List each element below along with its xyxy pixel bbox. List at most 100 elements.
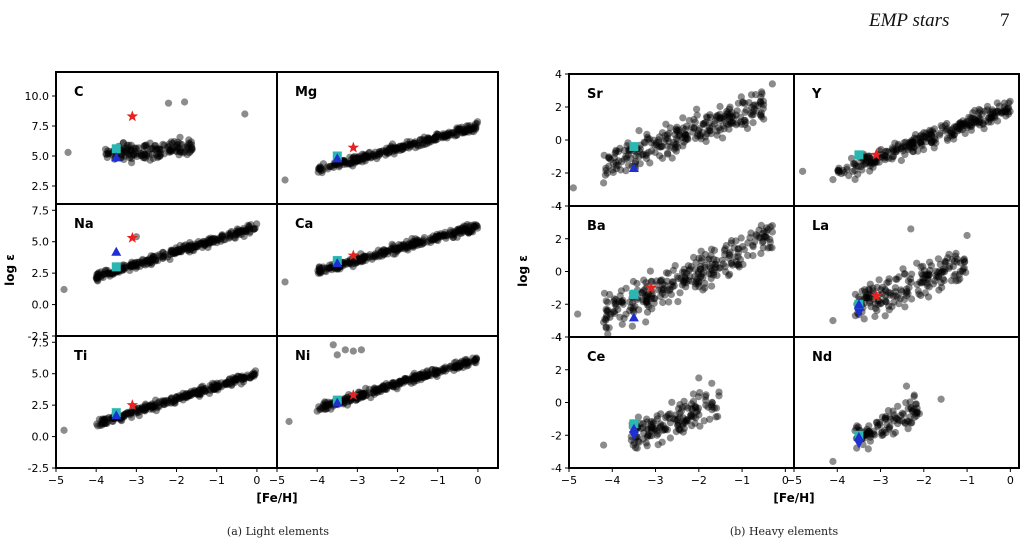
panel-ni: Ni−5 −4 −3 −2 −1 0 (269, 335, 499, 487)
y-tick-label: 10.0 (25, 90, 50, 103)
data-point (321, 398, 329, 406)
data-point (884, 407, 893, 415)
data-point (736, 255, 745, 264)
data-point (701, 284, 709, 292)
data-point (653, 141, 661, 149)
data-point (175, 246, 183, 254)
data-point (434, 367, 442, 375)
data-point (462, 128, 470, 136)
data-point (222, 380, 230, 388)
data-point (472, 355, 481, 363)
data-point (218, 232, 226, 240)
data-point (674, 298, 682, 306)
data-point (616, 144, 624, 152)
data-point (768, 80, 776, 88)
data-point (200, 386, 208, 394)
data-point (961, 119, 970, 127)
data-point (612, 164, 621, 173)
data-point (903, 417, 911, 425)
data-point (931, 135, 940, 144)
data-point (208, 235, 216, 243)
data-point (649, 418, 658, 426)
data-point (466, 358, 474, 366)
data-point (696, 132, 704, 140)
data-point (684, 417, 692, 425)
data-point (132, 145, 141, 153)
data-point (456, 229, 464, 237)
data-point (865, 291, 874, 299)
data-point (351, 157, 359, 165)
data-point (155, 149, 163, 158)
data-point (128, 413, 136, 421)
data-point (400, 242, 408, 250)
data-point (149, 252, 157, 260)
data-point (358, 158, 366, 166)
data-point (666, 419, 675, 427)
data-point (708, 267, 716, 275)
data-point (245, 374, 253, 382)
x-tick-label: 0 (1007, 474, 1014, 487)
data-point (747, 109, 755, 118)
data-point (442, 232, 450, 240)
data-point (176, 394, 184, 402)
data-point (912, 135, 920, 143)
data-point (412, 375, 420, 383)
data-point (931, 277, 939, 285)
data-point (687, 263, 695, 271)
data-point (119, 139, 127, 147)
data-point (691, 419, 699, 427)
data-point (672, 140, 680, 148)
data-point (195, 392, 204, 400)
y-tick-label: -4 (551, 462, 562, 475)
element-label-la: La (812, 219, 829, 234)
data-point (184, 244, 192, 252)
data-point (708, 379, 716, 387)
data-point (936, 267, 944, 275)
data-point (204, 243, 212, 252)
data-point (712, 413, 720, 421)
x-tick-label: −5 (786, 474, 802, 487)
data-point (240, 378, 248, 386)
data-point (757, 249, 765, 258)
data-point (916, 138, 925, 146)
data-point (902, 292, 911, 300)
data-point (925, 134, 933, 142)
data-point (862, 294, 870, 302)
data-point (467, 125, 475, 133)
data-point (574, 310, 582, 318)
data-point (618, 320, 626, 328)
data-point (753, 232, 761, 240)
data-point (966, 120, 974, 128)
element-label-nd: Nd (812, 350, 832, 365)
data-point (93, 273, 101, 282)
data-point (440, 132, 448, 140)
data-point (428, 366, 436, 374)
data-point (981, 117, 990, 125)
data-point (373, 151, 381, 159)
data-point (711, 260, 719, 268)
data-point (176, 133, 184, 141)
data-points-c (64, 98, 249, 167)
data-point (206, 238, 214, 247)
data-point (104, 269, 112, 277)
data-point (866, 162, 875, 170)
data-point (99, 270, 107, 278)
data-point (757, 221, 765, 229)
data-point (237, 380, 245, 388)
data-point (64, 148, 72, 156)
data-point (382, 151, 390, 159)
data-point (226, 233, 234, 241)
data-point (319, 405, 328, 413)
data-point (721, 251, 729, 259)
data-point (227, 229, 235, 237)
data-point (716, 126, 724, 134)
data-point (197, 390, 205, 398)
data-point (936, 260, 944, 268)
data-point (464, 358, 472, 366)
data-point (897, 144, 905, 152)
data-point (882, 298, 890, 306)
data-point (322, 268, 330, 276)
element-label-na: Na (74, 217, 94, 232)
data-point (692, 280, 700, 288)
data-point (223, 381, 231, 389)
